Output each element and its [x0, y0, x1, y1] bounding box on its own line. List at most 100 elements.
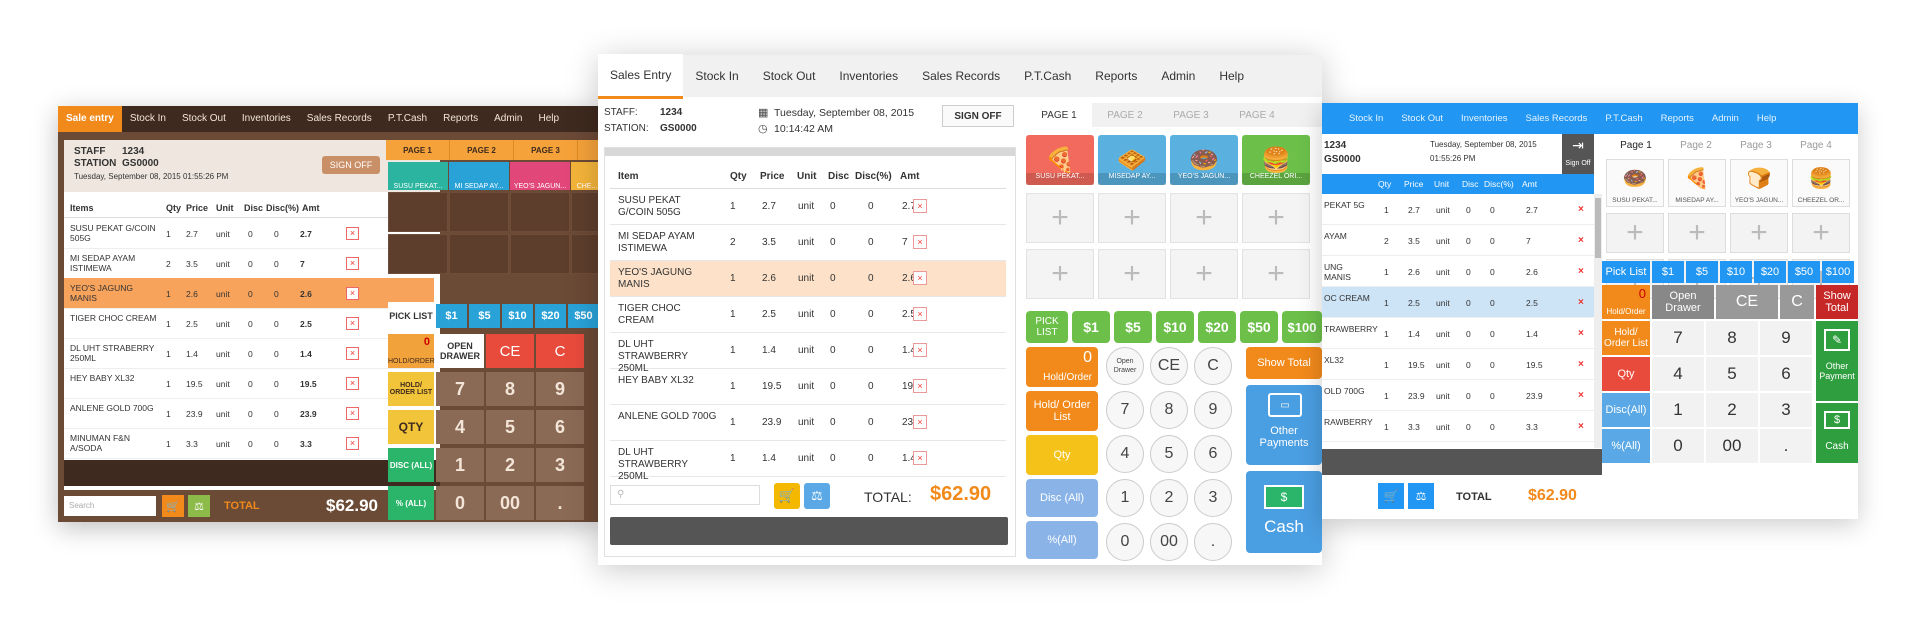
cash-20-button[interactable]: $20	[1198, 311, 1236, 343]
open-drawer-button[interactable]: Open Drawer	[1106, 347, 1144, 385]
cash-50-button[interactable]: $50	[1788, 261, 1820, 283]
table-row[interactable]: UNG MANIS 1 2.6 unit 0 0 2.6 ×	[1322, 256, 1594, 287]
table-row[interactable]: XL32 1 19.5 unit 0 0 19.5 ×	[1322, 349, 1594, 380]
table-row[interactable]: OC CREAM 1 2.5 unit 0 0 2.5 ×	[1322, 287, 1594, 318]
numpad-key[interactable]: 7	[436, 372, 484, 406]
nav-stock-in[interactable]: Stock In	[695, 69, 739, 83]
numpad-key[interactable]: 4	[436, 410, 484, 444]
numpad-key[interactable]: 9	[1760, 321, 1812, 355]
c-button[interactable]: C	[1194, 347, 1232, 385]
nav-admin[interactable]: Admin	[494, 113, 523, 124]
nav-inventories[interactable]: Inventories	[839, 69, 899, 83]
nav-sale-entry[interactable]: Sale entry	[58, 106, 122, 132]
page-tab-3[interactable]: Page 3	[1740, 139, 1772, 151]
page-tab-4[interactable]	[578, 140, 603, 160]
nav-help[interactable]: Help	[1219, 69, 1245, 83]
other-payments-button[interactable]: ▭ Other Payments	[1246, 385, 1322, 465]
open-drawer-button[interactable]: OPEN DRAWER	[436, 334, 484, 368]
pick-list-button[interactable]: Pick List	[1602, 261, 1650, 283]
cash-10-button[interactable]: $10	[1720, 261, 1752, 283]
nav-reports[interactable]: Reports	[1095, 69, 1138, 83]
remove-item-icon[interactable]: ×	[913, 343, 927, 357]
page-tab-1[interactable]: PAGE 1	[386, 140, 450, 160]
cash-button[interactable]: $ Cash	[1816, 403, 1858, 463]
empty-slot[interactable]	[510, 234, 570, 274]
nav-stock-out[interactable]: Stock Out	[1401, 113, 1444, 124]
nav-pt-cash[interactable]: P.T.Cash	[387, 113, 428, 124]
product-tile[interactable]: 🍞 YEO'S JAGUN...	[1730, 159, 1788, 207]
remove-item-icon[interactable]: ×	[346, 227, 359, 240]
cart-icon[interactable]: 🛒	[774, 483, 800, 509]
numpad-key[interactable]: 7	[1106, 391, 1144, 429]
table-row[interactable]: OLD 700G 1 23.9 unit 0 0 23.9 ×	[1322, 380, 1594, 411]
product-tile[interactable]: YEO'S JAGUN...	[510, 162, 570, 190]
table-row[interactable]: HEY BABY XL32 1 19.5 unit 0 0 19.5 ×	[610, 369, 1006, 405]
add-product-slot[interactable]: +	[1098, 193, 1166, 243]
disc-all-button[interactable]: DISC (ALL)	[388, 448, 434, 482]
nav-help[interactable]: Help	[1756, 113, 1777, 124]
numpad-key[interactable]: 2	[486, 448, 534, 482]
show-total-button[interactable]: Show Total	[1246, 347, 1322, 379]
nav-help[interactable]: Help	[538, 113, 560, 124]
cash-10-button[interactable]: $10	[1156, 311, 1194, 343]
scale-icon[interactable]: ⚖	[188, 495, 210, 517]
remove-item-icon[interactable]: ×	[913, 235, 927, 249]
add-product-slot[interactable]: +	[1730, 213, 1788, 253]
remove-item-icon[interactable]: ×	[346, 437, 359, 450]
nav-stock-out[interactable]: Stock Out	[762, 69, 816, 83]
hold-order-button[interactable]: 0 HOLD/ORDER	[388, 334, 435, 368]
nav-sales-records[interactable]: Sales Records	[1525, 113, 1588, 124]
cash-100-button[interactable]: $100	[1282, 311, 1322, 343]
product-tile[interactable]: MI SEDAP AY...	[449, 162, 509, 190]
nav-inventories[interactable]: Inventories	[1461, 113, 1508, 124]
add-product-slot[interactable]: +	[1792, 213, 1850, 253]
add-product-slot[interactable]: +	[1668, 213, 1726, 253]
cart-icon[interactable]: 🛒	[162, 495, 184, 517]
cash-50-button[interactable]: $50	[1240, 311, 1278, 343]
empty-slot[interactable]	[388, 234, 448, 274]
numpad-key[interactable]: .	[536, 486, 584, 520]
add-product-slot[interactable]: +	[1242, 249, 1310, 299]
remove-item-icon[interactable]: ×	[913, 307, 927, 321]
nav-reports[interactable]: Reports	[443, 113, 479, 124]
qty-button[interactable]: QTY	[388, 410, 434, 444]
table-row[interactable]: ANLENE GOLD 700G 1 23.9 unit 0 0 23.9 ×	[610, 405, 1006, 441]
nav-sales-records[interactable]: Sales Records	[922, 69, 1001, 83]
page-tab-1[interactable]: Page 1	[1620, 139, 1652, 151]
product-tile[interactable]: 🍔 CHEEZEL OR...	[1792, 159, 1850, 207]
remove-item-icon[interactable]: ×	[913, 415, 927, 429]
numpad-key[interactable]: 0	[1106, 523, 1144, 561]
remove-item-icon[interactable]: ×	[913, 451, 927, 465]
numpad-key[interactable]: 2	[1150, 479, 1188, 517]
nav-admin[interactable]: Admin	[1711, 113, 1739, 124]
cash-20-button[interactable]: $20	[535, 304, 566, 328]
cash-button[interactable]: $ Cash	[1246, 471, 1322, 553]
page-tab-2[interactable]: PAGE 2	[1107, 109, 1143, 121]
numpad-key[interactable]: 0	[436, 486, 484, 520]
page-tab-4[interactable]: PAGE 4	[1239, 109, 1275, 121]
table-row[interactable]: SUSU PEKAT G/COIN 505G 1 2.7 unit 0 0 2.7 ×	[610, 189, 1006, 225]
cash-5-button[interactable]: $5	[1114, 311, 1152, 343]
nav-stock-in[interactable]: Stock In	[129, 113, 166, 124]
numpad-key[interactable]: 1	[1106, 479, 1144, 517]
disc-all-button[interactable]: Disc (All)	[1026, 479, 1098, 517]
table-row[interactable]: MI SEDAP AYAM ISTIMEWA 2 3.5 unit 0 0 7 ×	[64, 248, 434, 279]
page-tab-4[interactable]: Page 4	[1800, 139, 1832, 151]
remove-item-icon[interactable]: ×	[346, 407, 359, 420]
page-tab-2[interactable]: Page 2	[1680, 139, 1712, 151]
c-button[interactable]: C	[1780, 285, 1814, 319]
nav-pt-cash[interactable]: P.T.Cash	[1024, 69, 1072, 83]
numpad-key[interactable]: 5	[1706, 357, 1758, 391]
remove-item-icon[interactable]: ×	[1578, 421, 1584, 432]
numpad-key[interactable]: 3	[536, 448, 584, 482]
numpad-key[interactable]: 3	[1760, 393, 1812, 427]
table-row[interactable]: DL UHT STRABERRY 250ML 1 1.4 unit 0 0 1.4 ×	[64, 338, 434, 369]
numpad-key[interactable]: 6	[1194, 435, 1232, 473]
numpad-key[interactable]: 6	[1760, 357, 1812, 391]
scale-icon[interactable]: ⚖	[1408, 483, 1434, 509]
nav-inventories[interactable]: Inventories	[241, 113, 291, 124]
remove-item-icon[interactable]: ×	[1578, 235, 1584, 246]
empty-slot[interactable]	[449, 192, 509, 232]
table-row[interactable]: TIGER CHOC CREAM 1 2.5 unit 0 0 2.5 ×	[64, 308, 434, 339]
product-tile[interactable]: 🍩 SUSU PEKAT...	[1606, 159, 1664, 207]
